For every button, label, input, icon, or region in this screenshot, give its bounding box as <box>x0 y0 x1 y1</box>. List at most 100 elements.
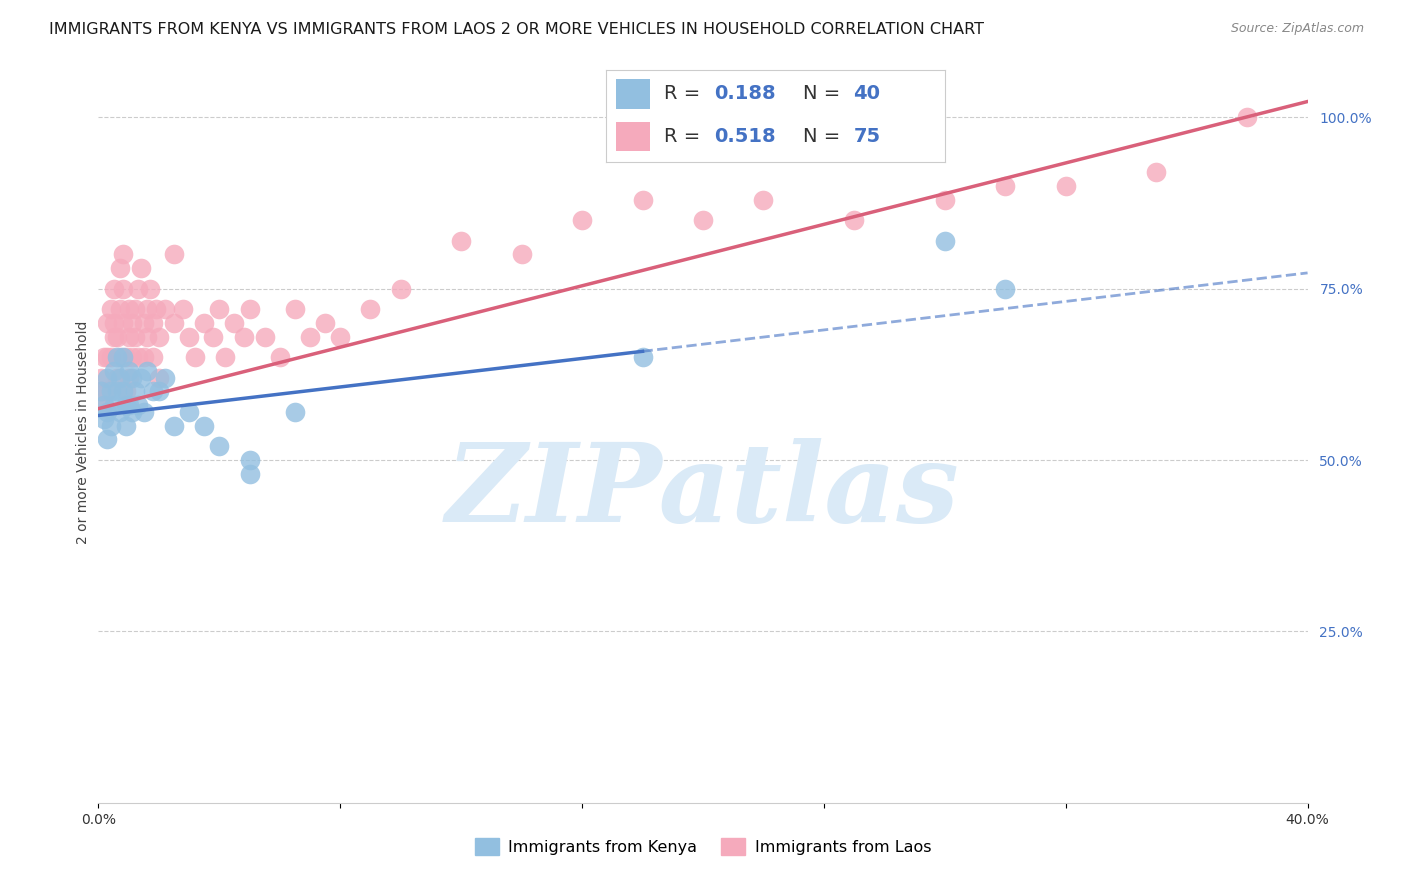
Point <box>631 350 654 364</box>
Point <box>299 329 322 343</box>
Text: IMMIGRANTS FROM KENYA VS IMMIGRANTS FROM LAOS 2 OR MORE VEHICLES IN HOUSEHOLD CO: IMMIGRANTS FROM KENYA VS IMMIGRANTS FROM… <box>49 22 984 37</box>
Point <box>284 302 307 317</box>
Point <box>129 261 152 276</box>
Point <box>179 405 201 419</box>
Point <box>105 384 128 399</box>
Point <box>1144 165 1167 179</box>
Point <box>111 316 134 330</box>
Point <box>163 316 186 330</box>
Point <box>108 302 131 317</box>
Point <box>284 405 307 419</box>
Point <box>934 234 956 248</box>
Point <box>179 329 201 343</box>
Point <box>232 329 254 343</box>
Point <box>96 405 118 419</box>
Point <box>450 234 472 248</box>
Point <box>93 398 115 412</box>
Point <box>111 350 134 364</box>
Point <box>127 350 149 364</box>
Point <box>253 329 276 343</box>
Point <box>96 371 118 385</box>
Point <box>124 302 146 317</box>
Point <box>844 213 866 227</box>
Point <box>105 329 128 343</box>
Point <box>752 193 775 207</box>
Point <box>142 350 165 364</box>
Point <box>124 384 146 399</box>
Point <box>934 193 956 207</box>
Point <box>114 418 136 433</box>
Point <box>103 329 125 343</box>
Point <box>108 405 131 419</box>
Point <box>1236 110 1258 124</box>
Point <box>111 247 134 261</box>
Point <box>121 316 143 330</box>
Point <box>994 282 1017 296</box>
Point <box>103 316 125 330</box>
Point <box>153 371 176 385</box>
Point <box>510 247 533 261</box>
Point <box>114 350 136 364</box>
Point <box>121 405 143 419</box>
Point <box>111 384 134 399</box>
Point <box>127 398 149 412</box>
Point <box>314 316 336 330</box>
Point <box>127 282 149 296</box>
Point <box>114 384 136 399</box>
Point <box>239 302 262 317</box>
Point <box>193 418 215 433</box>
Point <box>105 371 128 385</box>
Point <box>193 316 215 330</box>
Point <box>224 316 246 330</box>
Point <box>184 350 207 364</box>
Point <box>202 329 225 343</box>
Point <box>172 302 194 317</box>
Point <box>239 467 262 481</box>
Point <box>124 329 146 343</box>
Point <box>100 418 122 433</box>
Point <box>132 316 155 330</box>
Point <box>214 350 236 364</box>
Point <box>93 412 115 426</box>
Point <box>1054 178 1077 193</box>
Point <box>96 433 118 447</box>
Point <box>163 418 186 433</box>
Point <box>118 371 141 385</box>
Point <box>329 329 352 343</box>
Point <box>96 384 118 399</box>
Point <box>208 302 231 317</box>
Point <box>103 364 125 378</box>
Point <box>163 247 186 261</box>
Point <box>90 384 112 399</box>
Point <box>93 398 115 412</box>
Point <box>100 384 122 399</box>
Point <box>571 213 593 227</box>
Point <box>105 350 128 364</box>
Point <box>208 439 231 453</box>
Point <box>108 350 131 364</box>
Point <box>139 282 162 296</box>
Point <box>994 178 1017 193</box>
Point <box>239 453 262 467</box>
Point <box>631 193 654 207</box>
Point <box>135 364 157 378</box>
Point <box>100 350 122 364</box>
Point <box>360 302 382 317</box>
Point <box>389 282 412 296</box>
Point <box>132 405 155 419</box>
Point <box>118 364 141 378</box>
Point <box>153 302 176 317</box>
Point <box>114 398 136 412</box>
Point <box>692 213 714 227</box>
Text: Source: ZipAtlas.com: Source: ZipAtlas.com <box>1230 22 1364 36</box>
Point <box>118 302 141 317</box>
Point <box>118 329 141 343</box>
Point <box>108 371 131 385</box>
Point <box>96 350 118 364</box>
Point <box>103 282 125 296</box>
Text: ZIPatlas: ZIPatlas <box>446 438 960 546</box>
Point <box>108 261 131 276</box>
Point <box>121 371 143 385</box>
Y-axis label: 2 or more Vehicles in Household: 2 or more Vehicles in Household <box>76 321 90 544</box>
Point <box>269 350 291 364</box>
